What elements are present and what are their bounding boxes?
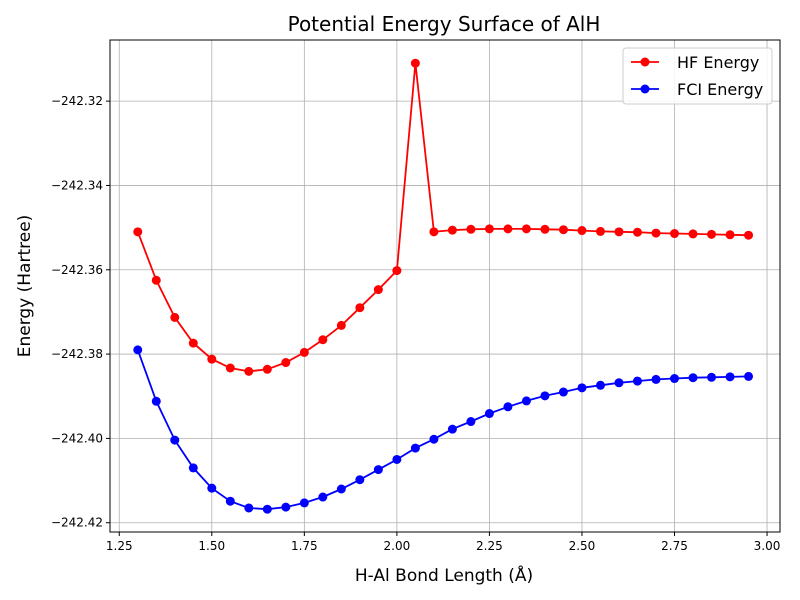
data-point xyxy=(244,503,254,513)
data-point xyxy=(373,465,383,475)
data-point xyxy=(614,378,624,388)
x-axis-title: H-Al Bond Length (Å) xyxy=(355,564,533,586)
legend-label: FCI Energy xyxy=(677,80,763,99)
series-line-hf xyxy=(136,63,749,373)
data-point xyxy=(336,484,346,494)
data-point xyxy=(744,230,754,240)
data-point xyxy=(521,224,531,234)
data-point xyxy=(188,338,198,348)
y-tick-label: −242.34 xyxy=(51,178,103,192)
data-point xyxy=(595,226,605,236)
data-point xyxy=(466,224,476,234)
data-point xyxy=(558,387,568,397)
data-point xyxy=(503,224,513,234)
data-point xyxy=(521,396,531,406)
data-point xyxy=(373,285,383,295)
series-line-fci xyxy=(136,349,749,511)
data-point xyxy=(466,417,476,427)
legend-label: HF Energy xyxy=(677,53,759,72)
legend: HF Energy FCI Energy xyxy=(622,47,773,105)
data-point xyxy=(632,227,642,237)
data-point xyxy=(151,396,161,406)
y-tick-label: −242.40 xyxy=(51,431,103,445)
x-tick-label: 3.00 xyxy=(754,539,781,553)
data-point xyxy=(392,454,402,464)
data-point xyxy=(281,358,291,368)
x-tick-label: 1.75 xyxy=(291,539,318,553)
data-point xyxy=(170,312,180,322)
data-point xyxy=(262,504,272,514)
data-point xyxy=(262,364,272,374)
data-point xyxy=(281,502,291,512)
data-point xyxy=(299,347,309,357)
data-point xyxy=(595,380,605,390)
data-point xyxy=(503,402,513,412)
y-tick-label: −242.42 xyxy=(51,516,103,530)
data-point xyxy=(670,229,680,239)
data-point xyxy=(688,229,698,239)
data-point xyxy=(707,372,717,382)
data-point xyxy=(707,229,717,239)
legend-swatch-marker xyxy=(640,57,650,67)
plot-frame xyxy=(109,39,781,533)
data-point xyxy=(133,345,143,355)
grid xyxy=(110,40,780,532)
data-point xyxy=(577,383,587,393)
x-tick-label: 1.25 xyxy=(106,539,133,553)
x-tick-label: 2.50 xyxy=(569,539,596,553)
data-point xyxy=(447,225,457,235)
y-tick-label: −242.36 xyxy=(51,263,103,277)
data-point xyxy=(429,227,439,237)
data-point xyxy=(355,475,365,485)
data-point xyxy=(133,227,143,237)
x-tick-label: 2.00 xyxy=(384,539,411,553)
data-point xyxy=(744,371,754,381)
y-axis-title: Energy (Hartree) xyxy=(15,215,35,358)
data-point xyxy=(632,376,642,386)
data-point xyxy=(410,58,420,68)
data-point xyxy=(651,374,661,384)
data-point xyxy=(484,224,494,234)
data-point xyxy=(484,409,494,419)
series-layer xyxy=(133,58,754,514)
data-point xyxy=(688,373,698,383)
tick-layer: 1.25 1.50 1.75 2.00 2.25 2.50 2.75 3.00 −242.42 −… xyxy=(51,94,780,553)
data-point xyxy=(392,266,402,276)
data-point xyxy=(225,496,235,506)
legend-box xyxy=(622,47,773,105)
data-point xyxy=(540,224,550,234)
data-point xyxy=(207,483,217,493)
data-point xyxy=(244,366,254,376)
data-point xyxy=(225,363,235,373)
data-point xyxy=(540,391,550,401)
data-point xyxy=(447,424,457,434)
data-point xyxy=(577,226,587,236)
legend-swatch-marker xyxy=(640,84,650,94)
data-point xyxy=(336,320,346,330)
data-point xyxy=(318,492,328,502)
y-tick-label: −242.32 xyxy=(51,94,103,108)
data-point xyxy=(151,275,161,285)
data-point xyxy=(670,374,680,384)
x-tick-label: 1.50 xyxy=(198,539,225,553)
data-point xyxy=(170,435,180,445)
data-point xyxy=(651,228,661,238)
x-tick-label: 2.25 xyxy=(476,539,503,553)
data-point xyxy=(410,443,420,453)
chart-title: Potential Energy Surface of AlH xyxy=(288,12,601,36)
data-point xyxy=(188,463,198,473)
data-point xyxy=(558,225,568,235)
data-point xyxy=(725,372,735,382)
y-tick-label: −242.38 xyxy=(51,347,103,361)
data-point xyxy=(725,230,735,240)
data-point xyxy=(355,303,365,313)
data-point xyxy=(299,498,309,508)
x-tick-label: 2.75 xyxy=(661,539,688,553)
data-point xyxy=(614,227,624,237)
data-point xyxy=(318,335,328,345)
data-point xyxy=(207,354,217,364)
data-point xyxy=(429,434,439,444)
